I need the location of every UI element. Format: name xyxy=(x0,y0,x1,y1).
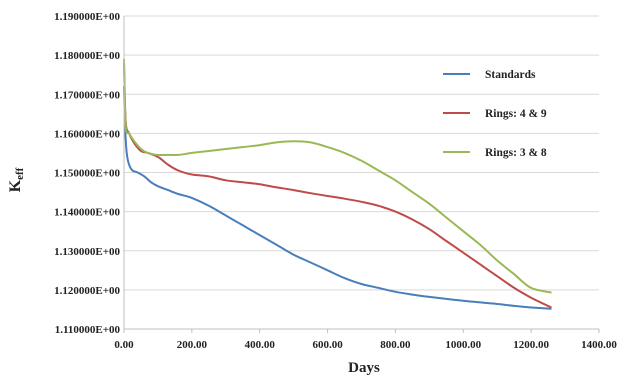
y-tick-label: 1.130000E+00 xyxy=(54,246,120,258)
x-tick-label: 0.00 xyxy=(114,339,134,351)
x-tick-label: 400.00 xyxy=(245,339,276,351)
gridlines xyxy=(124,15,599,291)
legend-label: Rings: 4 & 9 xyxy=(485,108,547,120)
y-tick-label: 1.180000E+00 xyxy=(54,50,120,62)
legend-label: Rings: 3 & 8 xyxy=(485,147,547,159)
axes xyxy=(123,16,600,333)
y-tick-labels: 1.110000E+00 1.120000E+00 1.130000E+00 1.14… xyxy=(54,11,120,336)
series-line-2 xyxy=(123,62,552,309)
y-tick-label: 1.170000E+00 xyxy=(54,89,120,101)
y-tick-label: 1.150000E+00 xyxy=(54,168,120,180)
series-line-1 xyxy=(123,86,552,310)
y-axis-title-main: K xyxy=(7,179,24,192)
series-line-3 xyxy=(123,58,552,294)
x-tick-label: 1200.00 xyxy=(513,339,549,351)
y-tick-label: 1.110000E+00 xyxy=(55,324,121,336)
legend-label: Standards xyxy=(485,69,536,81)
legend: Standards Rings: 4 & 9 Rings: 3 & 8 xyxy=(443,69,547,159)
x-tick-label: 1400.00 xyxy=(581,339,617,351)
y-axis-title: Keff xyxy=(7,167,26,192)
x-tick-label: 800.00 xyxy=(380,339,411,351)
y-tick-label: 1.190000E+00 xyxy=(54,11,120,23)
x-axis-title: Days xyxy=(348,360,380,376)
x-tick-label: 1000.00 xyxy=(445,339,481,351)
y-tick-label: 1.160000E+00 xyxy=(54,128,120,140)
y-tick-label: 1.120000E+00 xyxy=(54,285,120,297)
y-tick-label: 1.140000E+00 xyxy=(54,207,120,219)
x-tick-labels: 0.00 200.00 400.00 600.00 800.00 1000.00 1200.… xyxy=(114,339,617,351)
x-tick-label: 600.00 xyxy=(312,339,343,351)
x-tick-label: 200.00 xyxy=(177,339,208,351)
series-lines xyxy=(123,58,552,310)
y-axis-title-subscript: eff xyxy=(14,167,26,180)
